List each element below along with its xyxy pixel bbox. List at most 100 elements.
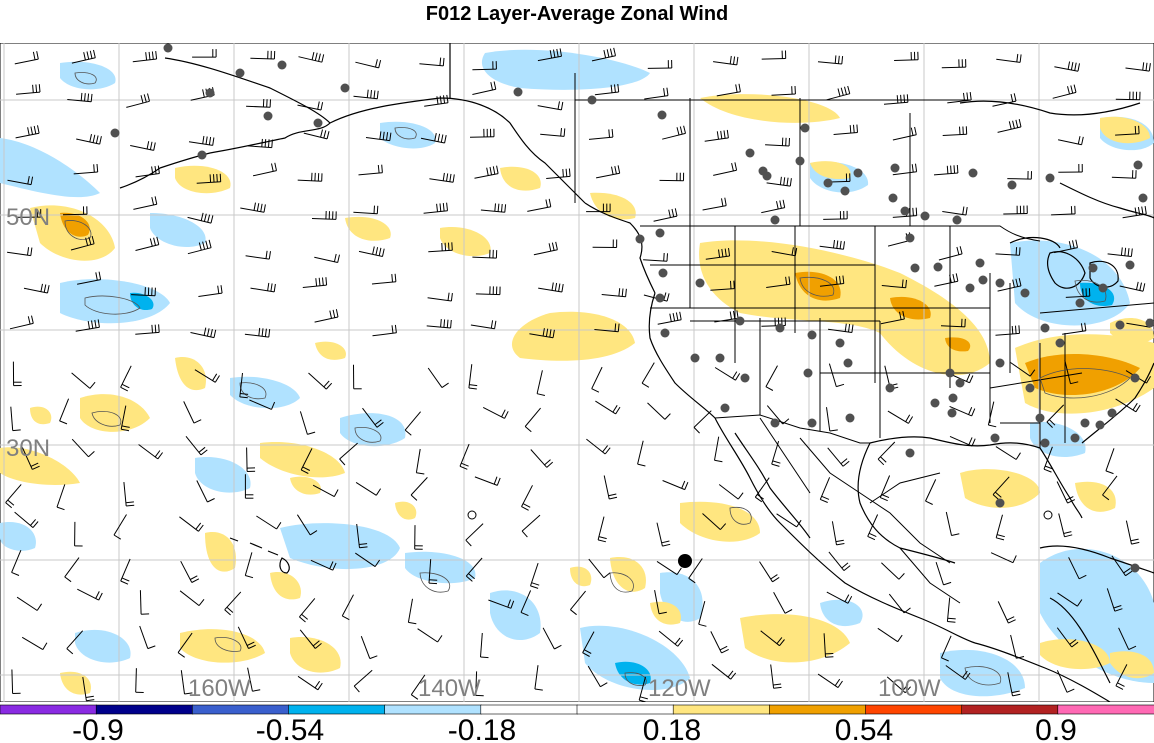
wind-barb — [135, 173, 160, 178]
pos-area — [345, 216, 391, 241]
wind-barb-flag — [968, 437, 973, 445]
wind-barb-flag — [856, 124, 858, 133]
station-dot — [277, 60, 287, 70]
wind-barb-flag — [314, 680, 321, 689]
wind-barb-flag — [314, 52, 318, 61]
wind-barb-flag — [64, 576, 72, 583]
wind-barb-flag — [32, 521, 39, 528]
station-dot — [1138, 193, 1148, 203]
wind-barb-flag — [411, 694, 419, 700]
pos-area — [810, 161, 851, 180]
station-dot — [1020, 288, 1030, 298]
wind-barb-flag — [1010, 93, 1014, 103]
wind-barb-flag — [92, 134, 96, 143]
wind-barb-flag — [337, 254, 340, 263]
colorbar-label: 0.18 — [643, 714, 701, 743]
wind-barb — [247, 667, 253, 692]
wind-barb — [1056, 481, 1069, 504]
wind-barb-flag — [501, 203, 503, 213]
wind-barb-flag — [203, 327, 207, 336]
wind-barb-flag — [459, 465, 468, 470]
wind-barb — [244, 333, 269, 338]
wind-barb-flag — [839, 240, 842, 249]
wind-barb-flag — [898, 573, 905, 580]
wind-barb-flag — [121, 425, 130, 428]
wind-barb — [185, 435, 202, 456]
wind-barb-flag — [448, 242, 450, 251]
wind-barb — [300, 448, 313, 471]
wind-barb — [940, 635, 952, 659]
wind-barb — [14, 58, 39, 65]
station-dot — [1025, 383, 1035, 393]
wind-barb — [459, 443, 470, 467]
station-dot — [905, 233, 915, 243]
wind-barb-flag — [195, 522, 202, 530]
wind-barb — [187, 247, 212, 255]
wind-barb-flag — [1012, 693, 1021, 697]
wind-barb-flag — [374, 559, 381, 567]
wind-barb-flag — [359, 546, 368, 549]
wind-barb — [428, 249, 453, 253]
wind-barb — [355, 481, 377, 496]
wind-barb-flag — [258, 327, 261, 336]
pos-area — [700, 94, 840, 123]
wind-barb-flag — [374, 419, 382, 426]
us-west-coast — [648, 292, 716, 419]
wind-barb-flag — [947, 617, 956, 620]
wind-barb-flag — [821, 495, 830, 500]
wind-barb-flag — [785, 276, 788, 285]
wind-barb-flag — [268, 329, 271, 338]
wind-barb — [1056, 627, 1073, 648]
wind-barb — [1064, 360, 1071, 384]
station-dot — [947, 408, 957, 418]
wind-barb-flag — [723, 130, 726, 139]
wind-barb-flag — [428, 582, 438, 585]
wind-barb-flag — [214, 375, 220, 383]
station-dot — [933, 262, 943, 272]
wind-barb-flag — [207, 214, 211, 223]
wind-barb-flag — [253, 202, 256, 211]
wind-barb-flag — [721, 198, 724, 207]
wind-barb-flag — [726, 129, 729, 138]
pos-area — [590, 192, 636, 220]
wind-barb — [426, 325, 451, 329]
great-lakes — [1046, 251, 1086, 289]
wind-barb-flag — [96, 163, 99, 173]
wind-barb-flag — [446, 173, 449, 182]
wind-barb — [1010, 634, 1017, 659]
wind-barb-flag — [91, 320, 94, 329]
wind-barb — [990, 552, 1014, 564]
wind-barb — [133, 203, 157, 210]
wind-barb-flag — [416, 472, 425, 475]
wind-barb-flag — [904, 686, 911, 694]
wind-barb-flag — [606, 49, 610, 58]
wind-barb-flag — [611, 129, 614, 138]
wind-barb-flag — [265, 250, 268, 259]
wind-barb-flag — [963, 92, 965, 101]
wind-barb — [1102, 475, 1118, 496]
wind-barb — [529, 333, 554, 339]
wind-barb-flag — [226, 606, 234, 613]
wind-barb — [713, 169, 737, 176]
wind-barb-flag — [335, 309, 339, 318]
wind-barb-flag — [437, 133, 441, 142]
wind-barb-flag — [1070, 85, 1074, 94]
wind-barb-flag — [555, 241, 558, 250]
wind-barb — [833, 132, 858, 135]
wind-barb-flag — [597, 539, 607, 543]
wind-barb-flag — [915, 163, 918, 172]
wind-barb-flag — [1012, 555, 1017, 563]
wind-barb-flag — [496, 165, 499, 174]
open-station-marker — [467, 510, 477, 520]
wind-barb — [9, 322, 34, 330]
wind-barb-flag — [86, 699, 95, 702]
pos-area — [175, 357, 206, 391]
wind-barb — [427, 297, 452, 302]
wind-barb — [427, 367, 443, 388]
wind-barb-flag — [205, 240, 209, 249]
wind-barb-flag — [563, 128, 566, 137]
wind-barb — [883, 101, 908, 105]
wind-barb-flag — [202, 89, 205, 98]
wind-barb-flag — [121, 428, 130, 432]
wind-barb-flag — [434, 133, 437, 142]
